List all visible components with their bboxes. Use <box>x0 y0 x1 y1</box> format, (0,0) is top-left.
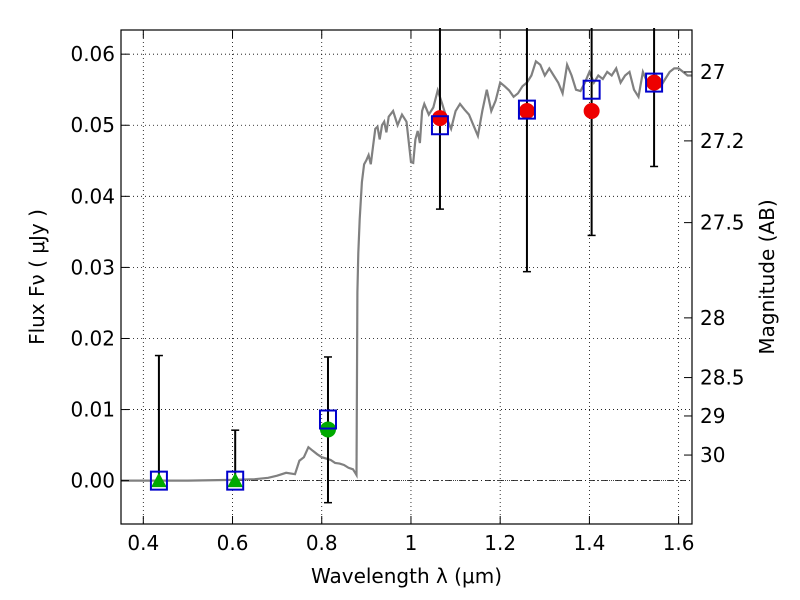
upper-limit-triangle <box>151 472 167 488</box>
x-tick-label: 0.8 <box>306 531 338 555</box>
model-flux-point <box>518 103 535 120</box>
x-axis-label: Wavelength λ (μm) <box>311 564 502 588</box>
upper-limit-triangle <box>227 472 244 488</box>
right-tick-label: 27 <box>700 60 725 84</box>
observed-flux-square <box>318 409 337 430</box>
model-flux-point <box>646 74 663 91</box>
observed-flux-square <box>582 79 601 100</box>
observed-flux-square <box>645 72 664 93</box>
sed-line <box>121 59 692 482</box>
right-tick-label: 27.2 <box>700 129 745 153</box>
model-flux-point <box>431 110 448 127</box>
right-tick-label: 27.5 <box>700 211 745 235</box>
y-tick-label: 0.06 <box>70 42 115 66</box>
y-axis-label: Flux Fν ( μJy ) <box>25 209 49 345</box>
right-tick-label: 28 <box>700 306 725 330</box>
x-tick-label: 1.6 <box>663 531 695 555</box>
right-tick-label: 28.5 <box>700 366 745 390</box>
axis-ticks: 0.4 0.6 0.8 1 1.2 1.4 1.6 0.00 0.01 0.02 0.03 0.04 0… <box>70 30 745 555</box>
y-tick-label: 0.05 <box>70 113 115 137</box>
x-tick-label: 1.4 <box>573 531 605 555</box>
y-axis-right-label: Magnitude (AB) <box>755 199 779 354</box>
observed-flux-square <box>226 470 245 491</box>
observed-flux-square <box>430 115 449 136</box>
y-tick-label: 0.01 <box>70 398 115 422</box>
grid-lines <box>121 30 692 524</box>
series-layer <box>121 28 692 504</box>
plot-frame <box>120 29 693 525</box>
y-tick-label: 0.03 <box>70 255 115 279</box>
right-tick-label: 29 <box>700 404 725 428</box>
y-tick-label: 0.00 <box>70 469 115 493</box>
right-tick-label: 30 <box>700 443 725 467</box>
x-tick-label: 1.2 <box>484 531 516 555</box>
observed-flux-square <box>149 470 168 491</box>
model-flux-point <box>583 103 600 120</box>
x-tick-label: 1 <box>405 531 418 555</box>
y-tick-label: 0.02 <box>70 326 115 350</box>
y-tick-label: 0.04 <box>70 184 115 208</box>
observed-flux-square <box>517 99 536 120</box>
x-tick-label: 0.6 <box>217 531 249 555</box>
x-tick-label: 0.4 <box>127 531 159 555</box>
